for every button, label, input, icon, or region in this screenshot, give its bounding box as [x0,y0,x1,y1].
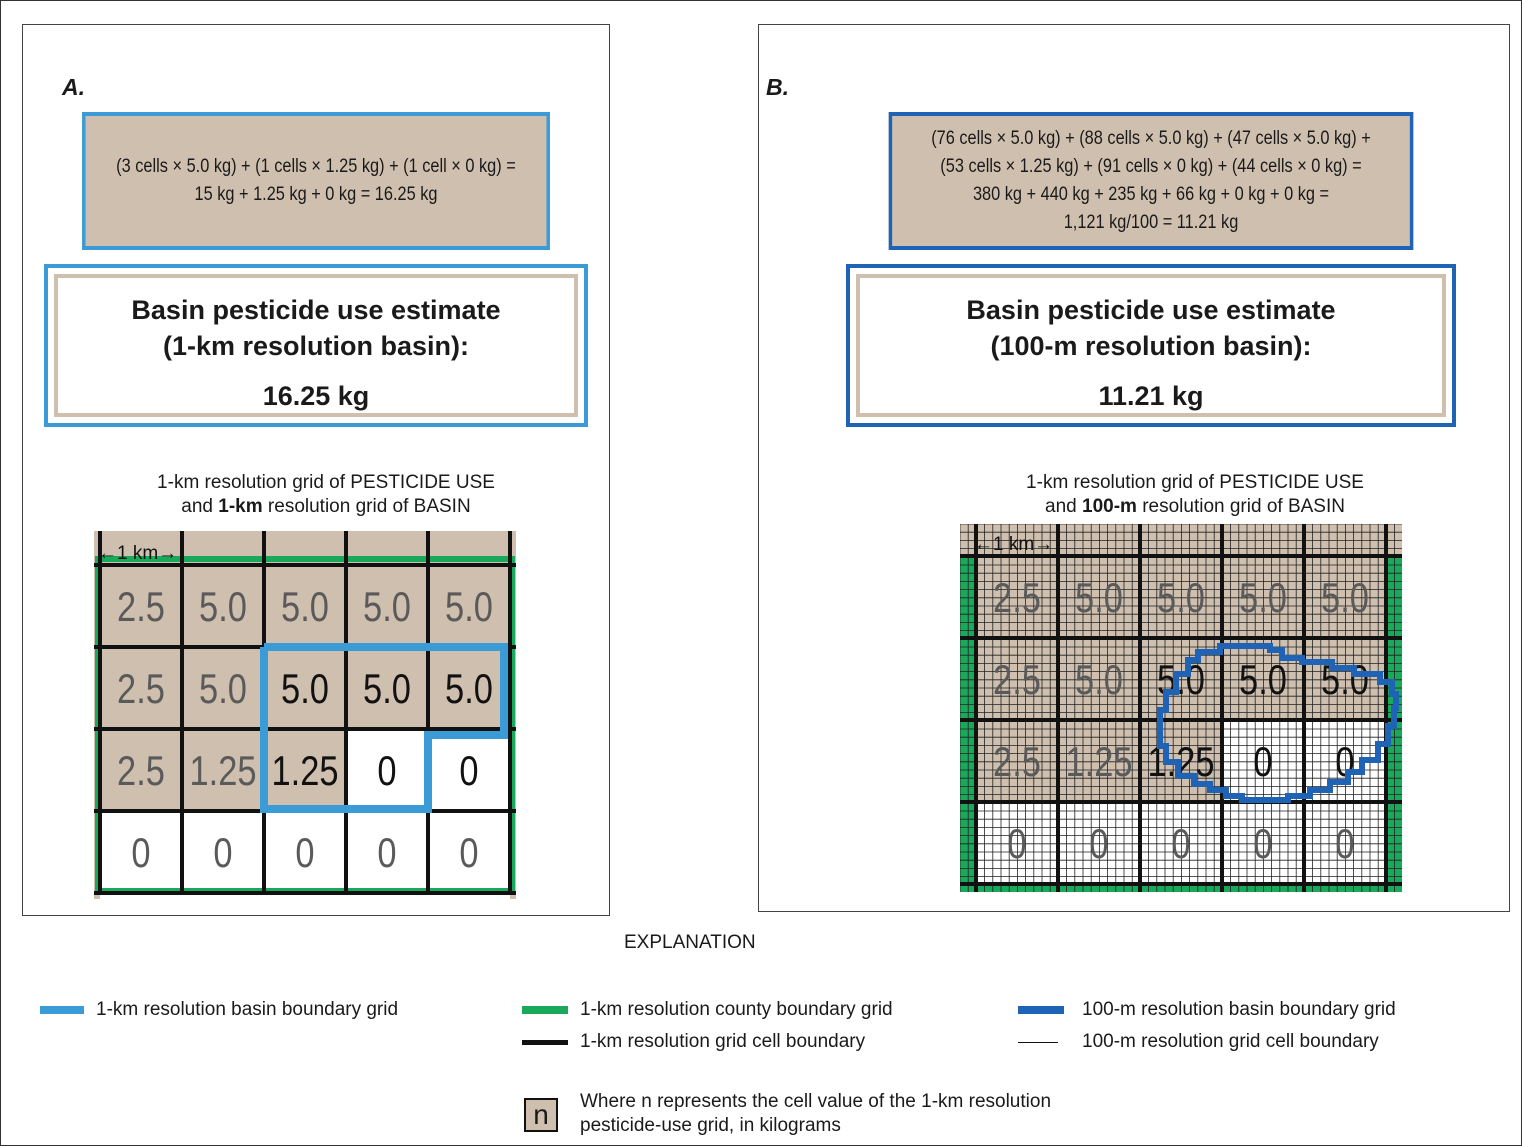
legend-label-1km-county: 1-km resolution county boundary grid [580,999,893,1020]
explanation-title: EXPLANATION [624,932,756,953]
legend-label-1km-cell: 1-km resolution grid cell boundary [580,1031,866,1052]
grid-cell [100,729,182,811]
grid-cell [428,811,510,893]
cell-value: 5.0 [199,666,247,713]
grid-cell [428,565,510,647]
1km-basin-boundary [260,643,508,813]
cell-value: 5.0 [1157,575,1205,622]
cell-value: 5.0 [363,666,411,713]
legend-label-100m-cell: 100-m resolution grid cell boundary [1082,1031,1379,1052]
legend-cell-note-line1: Where n represents the cell value of the… [580,1091,1052,1112]
panel-a-estimate-box: Basin pesticide use estimate (1-km resol… [44,264,588,427]
legend-green-line [522,1006,568,1014]
cell-value: 1.25 [189,748,256,795]
cell-value: 2.5 [117,748,165,795]
legend-dark-blue-line [1018,1006,1064,1014]
panel-b-calculation-text: (76 cells × 5.0 kg) + (88 cells × 5.0 kg… [931,128,1371,233]
panel-b-calculation-box: (76 cells × 5.0 kg) + (88 cells × 5.0 kg… [888,112,1414,250]
cell-value: 0 [131,830,150,877]
cell-value: 0 [377,748,396,795]
cell-value: 5.0 [445,666,493,713]
grid-cell [346,647,428,729]
panel-b-letter: B. [766,74,789,100]
cell-value: 0 [295,830,314,877]
grid-cell [264,811,346,893]
grid-cell [264,729,346,811]
legend-black-line [522,1040,568,1045]
panel-b-estimate-inner: Basin pesticide use estimate (100-m reso… [856,274,1446,417]
grid-cell [346,729,428,811]
cell-value: 5.0 [445,584,493,631]
grid-cell [264,647,346,729]
cell-value: 5.0 [363,584,411,631]
cell-value: 5.0 [1239,575,1287,622]
panel-a-pesticide-grid: ←1 km→ 2.5 5.0 5.0 5.0 5.0 2.5 5.0 5.0 5.0 5.0 2.5 1… [94,531,516,899]
grid-cell [100,811,182,893]
legend-light-blue-line [40,1006,84,1014]
grid-cell [100,565,182,647]
cell-value: 1.25 [1065,739,1132,786]
cell-value: 0 [1089,821,1108,868]
panel-a-estimate-title-1: Basin pesticide use estimate [131,295,501,325]
cell-value: 5.0 [1075,657,1123,704]
cell-value: 0 [213,830,232,877]
panel-b-pesticide-grid: ←1 km→2.5 5.0 5.0 5.0 5.02.5 5.0 5.0 5.0 5.02.5 1… [960,524,1402,892]
grid-cell [182,565,264,647]
grid-cell [182,647,264,729]
cell-value: 2.5 [993,739,1041,786]
cell-value: 0 [1171,821,1190,868]
scale-label-1km: ←1 km→ [98,543,177,564]
legend-thin-line [1018,1042,1058,1043]
cell-value: 2.5 [117,584,165,631]
panel-b-grid-title-line1: 1-km resolution grid of PESTICIDE USE [1026,472,1364,493]
panel-b-estimate-value: 11.21 kg [1098,381,1204,411]
legend-cell-note-line2: pesticide-use grid, in kilograms [580,1115,841,1136]
grid-cell [100,647,182,729]
cell-value: 2.5 [993,657,1041,704]
grid-cell [428,647,510,729]
legend-label-1km-basin: 1-km resolution basin boundary grid [96,999,399,1020]
cell-value: 5.0 [199,584,247,631]
panel-a-grid-title-line2: and 1-km resolution grid of BASIN [181,496,471,517]
100m-basin-boundary [1157,643,1399,803]
panel-a-calculation-text: (3 cells × 5.0 kg) + (1 cells × 1.25 kg)… [116,156,516,205]
cell-value: 0 [1335,821,1354,868]
grid-cell [428,729,510,811]
panel-a-estimate-inner: Basin pesticide use estimate (1-km resol… [54,274,578,417]
grid-cell [346,565,428,647]
cell-value: 2.5 [993,575,1041,622]
cell-value: 5.0 [1239,657,1287,704]
cell-value: 5.0 [281,666,329,713]
panel-b-estimate-title-1: Basin pesticide use estimate [966,295,1336,325]
cell-value: 0 [1007,821,1026,868]
panel-a-grid-title-line1: 1-km resolution grid of PESTICIDE USE [157,472,495,493]
panel-a-calculation-box: (3 cells × 5.0 kg) + (1 cells × 1.25 kg)… [82,112,550,250]
grid-cell [264,565,346,647]
cell-value: 0 [377,830,396,877]
panel-b-grid-title: 1-km resolution grid of PESTICIDE USE an… [975,471,1415,519]
grid-cell [346,811,428,893]
cell-value: 5.0 [281,584,329,631]
cell-value: 0 [459,830,478,877]
legend-label-100m-basin: 100-m resolution basin boundary grid [1082,999,1396,1020]
grid-cell [182,729,264,811]
cell-value: 1.25 [271,748,338,795]
panel-b-estimate-title-2: (100-m resolution basin): [990,331,1312,361]
cell-value: 0 [459,748,478,795]
panel-a-grid-title: 1-km resolution grid of PESTICIDE USE an… [106,471,546,519]
cell-value: 5.0 [1075,575,1123,622]
grid-cell [182,811,264,893]
panel-a-estimate-value: 16.25 kg [262,381,370,411]
panel-a-letter: A. [62,74,85,100]
cell-value: 5.0 [1321,575,1369,622]
cell-value: 0 [1253,739,1272,786]
cell-value: 2.5 [117,666,165,713]
panel-b-estimate-box: Basin pesticide use estimate (100-m reso… [846,264,1456,427]
panel-b-grid-title-line2: and 100-m resolution grid of BASIN [1045,496,1345,517]
legend-cell-symbol: n [524,1098,558,1132]
cell-value: 0 [1253,821,1272,868]
scale-label-1km: ←1 km→ [974,534,1053,555]
panel-a-estimate-title-2: (1-km resolution basin): [162,331,470,361]
